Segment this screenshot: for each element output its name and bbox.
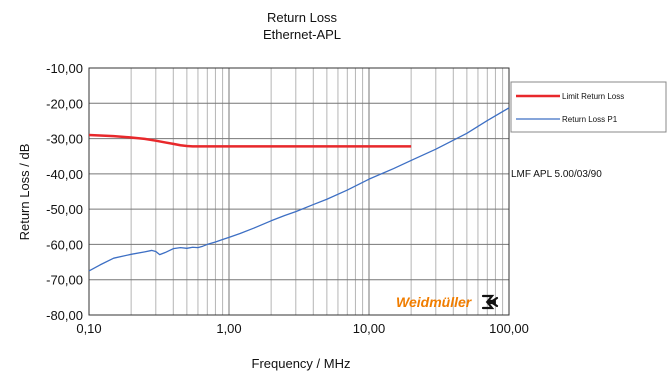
y-tick-label: -70,00 <box>46 273 83 288</box>
series-lines <box>88 107 510 272</box>
y-axis-label: Return Loss / dB <box>17 144 32 241</box>
annotation-text: LMF APL 5.00/03/90 <box>511 169 602 180</box>
x-axis-ticks: 0,10 1,00 10,00 100,00 <box>76 321 529 336</box>
legend-box <box>510 81 667 133</box>
plot-area-frame <box>88 67 510 316</box>
y-tick-label: -60,00 <box>46 237 83 252</box>
y-axis-ticks: -10,00 -20,00 -30,00 -40,00 -50,00 -60,00 -70,… <box>46 61 83 323</box>
x-tick-label: 1,00 <box>216 321 241 336</box>
y-tick-label: -40,00 <box>46 167 83 182</box>
x-tick-label: 0,10 <box>76 321 101 336</box>
brand-mark-icon <box>481 294 499 310</box>
y-tick-label: -50,00 <box>46 202 83 217</box>
x-tick-label: 10,00 <box>353 321 386 336</box>
x-axis-label: Frequency / MHz <box>252 356 351 371</box>
y-tick-label: -30,00 <box>46 132 83 147</box>
legend: Limit Return Loss Return Loss P1 <box>510 81 667 133</box>
y-tick-label: -80,00 <box>46 308 83 323</box>
x-tick-label: 100,00 <box>489 321 529 336</box>
y-tick-label: -10,00 <box>46 61 83 76</box>
brand-logo: Weidmüller <box>396 294 499 310</box>
grid-lines <box>89 68 509 315</box>
legend-label-p1: Return Loss P1 <box>562 115 618 124</box>
y-tick-label: -20,00 <box>46 96 83 111</box>
series-line-return-loss-p1 <box>88 107 510 272</box>
chart-title: Return Loss <box>267 10 338 25</box>
legend-label-limit: Limit Return Loss <box>562 92 624 101</box>
chart-subtitle: Ethernet-APL <box>263 27 341 42</box>
series-line-limit-return-loss <box>88 133 412 148</box>
brand-logo-text: Weidmüller <box>396 294 473 310</box>
